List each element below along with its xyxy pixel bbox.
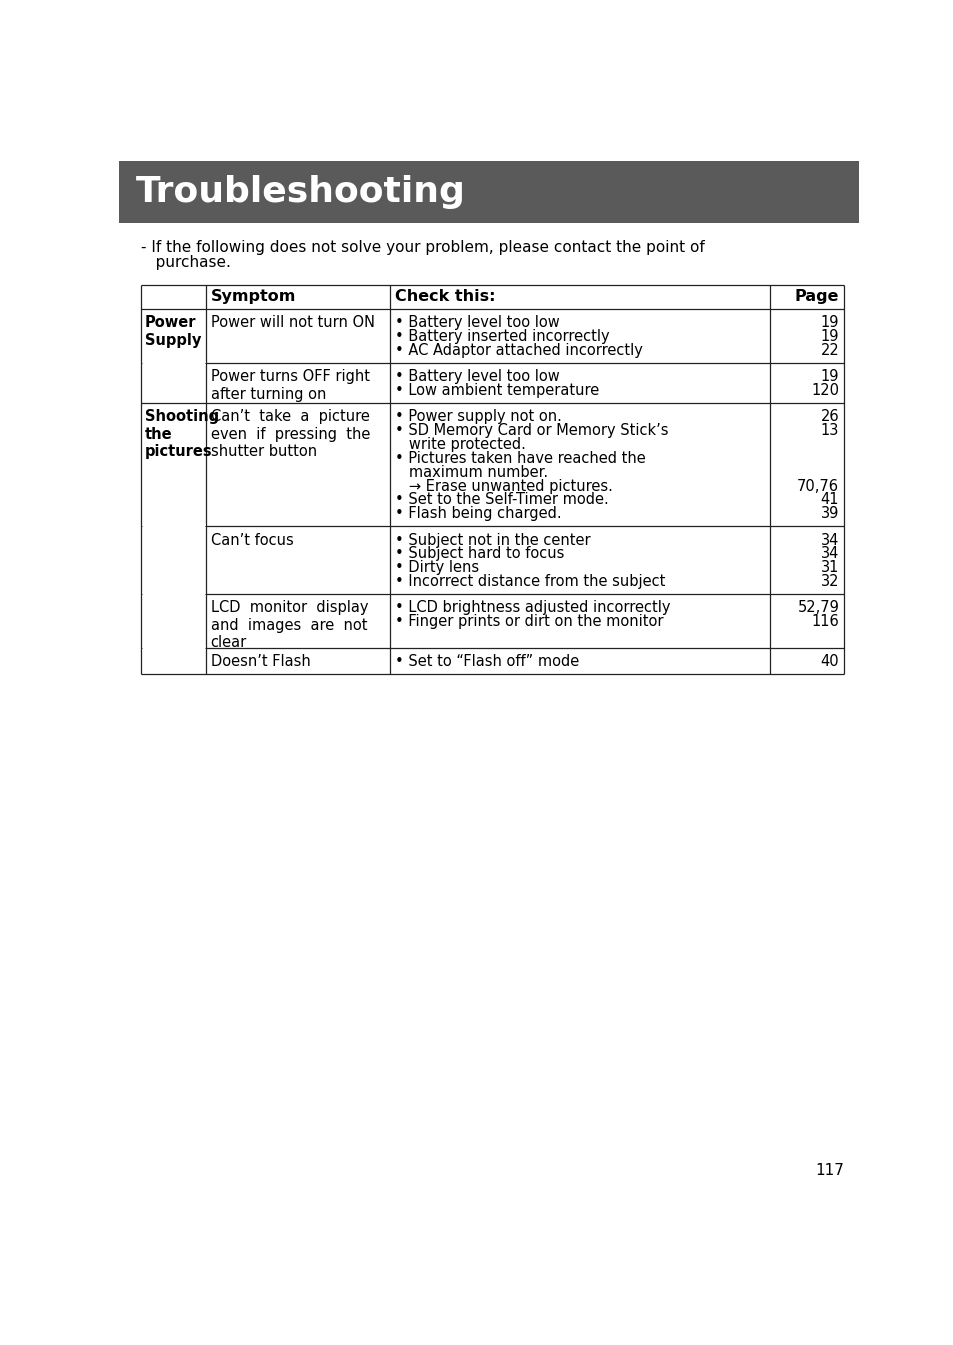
Text: → Erase unwanted pictures.: → Erase unwanted pictures.: [395, 479, 613, 494]
Text: 120: 120: [810, 383, 839, 398]
Text: 52,79: 52,79: [797, 600, 839, 615]
Text: • Battery level too low: • Battery level too low: [395, 370, 559, 385]
Text: • Set to the Self-Timer mode.: • Set to the Self-Timer mode.: [395, 492, 608, 507]
Text: 13: 13: [820, 424, 839, 438]
Text: • Set to “Flash off” mode: • Set to “Flash off” mode: [395, 654, 578, 670]
Text: 19: 19: [820, 370, 839, 385]
Text: 26: 26: [820, 409, 839, 424]
Text: 19: 19: [820, 315, 839, 331]
Text: Symptom: Symptom: [211, 289, 295, 304]
Text: 34: 34: [820, 533, 839, 547]
Text: • Finger prints or dirt on the monitor: • Finger prints or dirt on the monitor: [395, 615, 663, 629]
Text: • Power supply not on.: • Power supply not on.: [395, 409, 561, 424]
Text: LCD  monitor  display
and  images  are  not
clear: LCD monitor display and images are not c…: [211, 600, 368, 650]
Text: 22: 22: [820, 343, 839, 358]
Text: • Pictures taken have reached the: • Pictures taken have reached the: [395, 451, 645, 465]
Text: - If the following does not solve your problem, please contact the point of: - If the following does not solve your p…: [141, 239, 704, 256]
Text: Can’t  take  a  picture
even  if  pressing  the
shutter button: Can’t take a picture even if pressing th…: [211, 409, 370, 459]
Text: • Dirty lens: • Dirty lens: [395, 561, 478, 576]
Text: 40: 40: [820, 654, 839, 670]
Text: • Subject hard to focus: • Subject hard to focus: [395, 546, 564, 561]
Text: Shooting
the
pictures: Shooting the pictures: [145, 409, 219, 459]
Text: • SD Memory Card or Memory Stick’s: • SD Memory Card or Memory Stick’s: [395, 424, 668, 438]
Text: • Subject not in the center: • Subject not in the center: [395, 533, 590, 547]
Text: 31: 31: [820, 561, 839, 576]
Text: Power turns OFF right
after turning on: Power turns OFF right after turning on: [211, 370, 370, 402]
Text: Doesn’t Flash: Doesn’t Flash: [211, 654, 310, 670]
Text: Power
Supply: Power Supply: [145, 315, 201, 348]
Text: • Flash being charged.: • Flash being charged.: [395, 506, 561, 522]
Text: 39: 39: [820, 506, 839, 522]
Bar: [119, 161, 858, 223]
Text: purchase.: purchase.: [141, 256, 231, 270]
Text: Page: Page: [794, 289, 839, 304]
Text: 19: 19: [820, 330, 839, 344]
Text: write protected.: write protected.: [395, 437, 525, 452]
Text: • Incorrect distance from the subject: • Incorrect distance from the subject: [395, 574, 665, 589]
Text: Can’t focus: Can’t focus: [211, 533, 294, 547]
Text: • LCD brightness adjusted incorrectly: • LCD brightness adjusted incorrectly: [395, 600, 670, 615]
Text: 34: 34: [820, 546, 839, 561]
Text: Troubleshooting: Troubleshooting: [136, 175, 466, 210]
Text: • Low ambient temperature: • Low ambient temperature: [395, 383, 598, 398]
Text: maximum number.: maximum number.: [395, 465, 548, 480]
Text: Power will not turn ON: Power will not turn ON: [211, 315, 375, 331]
Text: • Battery inserted incorrectly: • Battery inserted incorrectly: [395, 330, 609, 344]
Text: 41: 41: [820, 492, 839, 507]
Text: • Battery level too low: • Battery level too low: [395, 315, 559, 331]
Text: 70,76: 70,76: [797, 479, 839, 494]
Text: 116: 116: [811, 615, 839, 629]
Text: • AC Adaptor attached incorrectly: • AC Adaptor attached incorrectly: [395, 343, 642, 358]
Text: 117: 117: [814, 1163, 843, 1178]
Text: 32: 32: [820, 574, 839, 589]
Text: Check this:: Check this:: [395, 289, 496, 304]
